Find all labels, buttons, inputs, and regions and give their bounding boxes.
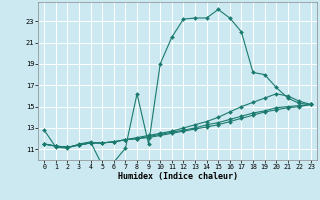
X-axis label: Humidex (Indice chaleur): Humidex (Indice chaleur) (118, 172, 238, 181)
